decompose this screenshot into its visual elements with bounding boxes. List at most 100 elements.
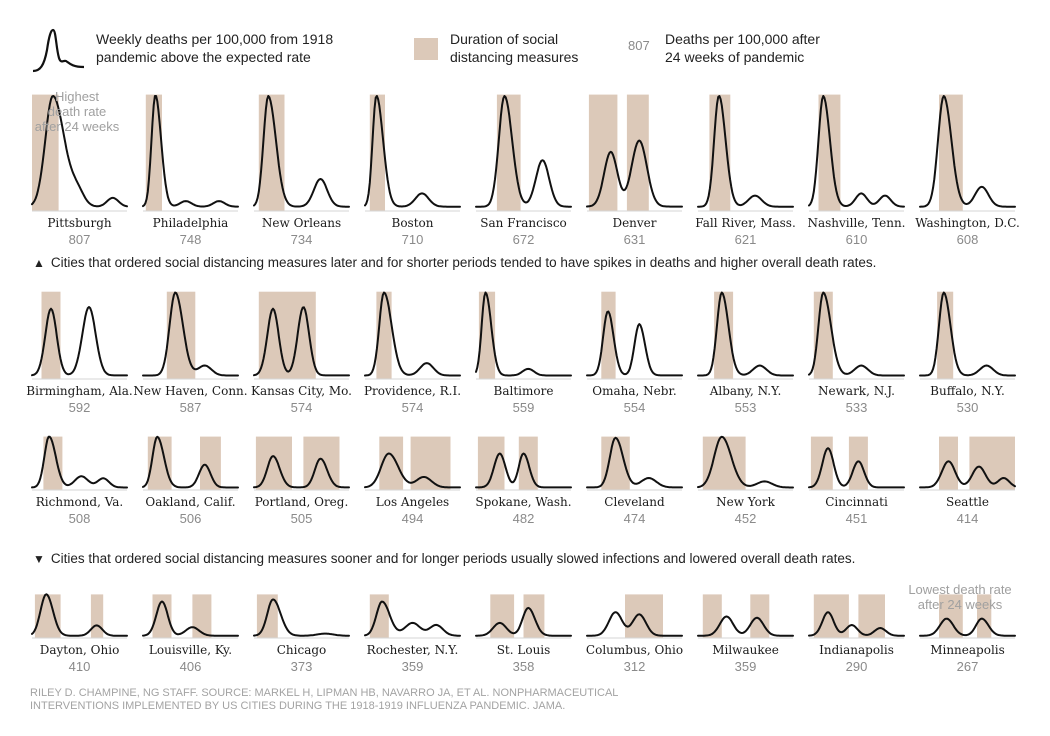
city-panel-indianapolis: Indianapolis 290 <box>808 594 905 674</box>
death-rate-value: 414 <box>957 511 979 526</box>
legend-curve-label: Weekly deaths per 100,000 from 1918 pand… <box>96 31 334 65</box>
city-name: Minneapolis <box>930 643 1005 657</box>
caption-lower: ▼ Cities that ordered social distancing m… <box>33 551 855 566</box>
death-rate-curve <box>586 436 683 489</box>
city-name: Cleveland <box>604 495 665 509</box>
death-rate-value: 506 <box>180 511 202 526</box>
death-rate-curve <box>586 611 683 637</box>
death-rate-value: 267 <box>957 659 979 674</box>
city-name: Milwaukee <box>712 643 779 657</box>
death-rate-value: 290 <box>846 659 868 674</box>
city-name: Buffalo, N.Y. <box>930 384 1005 398</box>
caption-upper-text: Cities that ordered social distancing me… <box>50 255 877 270</box>
distancing-band <box>601 291 616 379</box>
death-rate-value: 592 <box>69 400 91 415</box>
city-panel-st-louis: St. Louis 358 <box>475 594 572 674</box>
death-rate-curve <box>364 452 461 489</box>
death-rate-value: 505 <box>291 511 313 526</box>
city-panel-new-orleans: New Orleans 734 <box>253 94 350 247</box>
death-rate-curve <box>919 617 1016 637</box>
death-rate-curve <box>31 95 128 208</box>
city-name: Birmingham, Ala. <box>26 384 132 398</box>
death-rate-value: 554 <box>624 400 646 415</box>
city-panel-louisville-ky: Louisville, Ky. 406 <box>142 594 239 674</box>
legend-curve-sample <box>32 28 85 73</box>
city-panel-portland-oreg: Portland, Oreg. 505 <box>253 436 350 526</box>
city-panel-denver: Denver 631 <box>586 94 683 247</box>
death-rate-curve <box>808 447 905 489</box>
city-name: Boston <box>392 216 434 230</box>
death-rate-curve <box>31 306 128 377</box>
caption-lower-text: Cities that ordered social distancing me… <box>50 551 856 566</box>
death-rate-value: 508 <box>69 511 91 526</box>
city-name: San Francisco <box>480 216 567 230</box>
death-rate-curve <box>253 598 350 637</box>
city-panel-boston: Boston 710 <box>364 94 461 247</box>
death-rate-value: 533 <box>846 400 868 415</box>
city-name: Albany, N.Y. <box>709 384 782 398</box>
city-name: Omaha, Nebr. <box>592 384 676 398</box>
death-rate-curve <box>808 95 905 208</box>
city-name: Louisville, Ky. <box>149 643 232 657</box>
distancing-band <box>379 436 404 490</box>
city-name: Spokane, Wash. <box>475 495 571 509</box>
city-name: Pittsburgh <box>47 216 112 230</box>
city-name: St. Louis <box>497 643 551 657</box>
death-rate-value: 494 <box>402 511 424 526</box>
city-name: New Orleans <box>262 216 341 230</box>
death-rate-curve <box>253 306 350 377</box>
distancing-band <box>152 594 172 638</box>
death-rate-curve <box>697 615 794 637</box>
city-name: Washington, D.C. <box>915 216 1020 230</box>
city-panel-newark-n-j: Newark, N.J. 533 <box>808 291 905 415</box>
distancing-band <box>626 94 649 211</box>
city-name: Newark, N.J. <box>818 384 895 398</box>
city-panel-cincinnati: Cincinnati 451 <box>808 436 905 526</box>
distancing-band <box>43 436 63 490</box>
city-panel-milwaukee: Milwaukee 359 <box>697 594 794 674</box>
city-name: Cincinnati <box>825 495 888 509</box>
distancing-band <box>90 594 104 638</box>
city-panel-nashville-tenn: Nashville, Tenn. 610 <box>807 94 906 247</box>
city-panel-seattle: Seattle 414 <box>919 436 1016 526</box>
distancing-band <box>750 594 770 638</box>
death-rate-curve <box>919 95 1016 208</box>
triangle-up-icon: ▲ <box>33 256 45 270</box>
city-panel-chicago: Chicago 373 <box>253 594 350 674</box>
city-name: New Haven, Conn. <box>133 384 247 398</box>
city-panel-san-francisco: San Francisco 672 <box>475 94 572 247</box>
city-panel-new-york: New York 452 <box>697 435 794 526</box>
death-rate-value: 482 <box>513 511 535 526</box>
death-rate-value: 451 <box>846 511 868 526</box>
source-credit: RILEY D. CHAMPINE, NG STAFF. SOURCE: MAR… <box>30 687 619 712</box>
distancing-band <box>200 436 221 490</box>
distancing-band <box>625 594 663 638</box>
death-rate-curve <box>697 95 794 208</box>
city-panel-pittsburgh: Pittsburgh 807 <box>31 94 128 247</box>
death-rate-curve <box>364 600 461 637</box>
city-panel-rochester-n-y: Rochester, N.Y. 359 <box>364 594 461 674</box>
death-rate-value: 587 <box>180 400 202 415</box>
death-rate-value: 631 <box>624 232 646 247</box>
distancing-band <box>145 94 162 211</box>
distancing-band <box>858 594 885 638</box>
death-rate-value: 748 <box>180 232 202 247</box>
city-name: New York <box>716 495 776 509</box>
death-rate-value: 530 <box>957 400 979 415</box>
death-rate-value: 610 <box>846 232 868 247</box>
death-rate-value: 574 <box>291 400 313 415</box>
city-name: Oakland, Calif. <box>145 495 235 509</box>
death-rate-value: 710 <box>402 232 424 247</box>
city-panel-los-angeles: Los Angeles 494 <box>364 436 461 526</box>
death-rate-curve <box>31 593 128 637</box>
distancing-band <box>702 436 746 490</box>
death-rate-curve <box>475 606 572 637</box>
death-rate-curve <box>31 435 128 489</box>
city-name: Seattle <box>946 495 989 509</box>
death-rate-curve <box>142 435 239 489</box>
death-rate-curve <box>364 95 461 208</box>
city-panel-fall-river-mass: Fall River, Mass. 621 <box>695 94 796 247</box>
death-rate-value: 474 <box>624 511 646 526</box>
